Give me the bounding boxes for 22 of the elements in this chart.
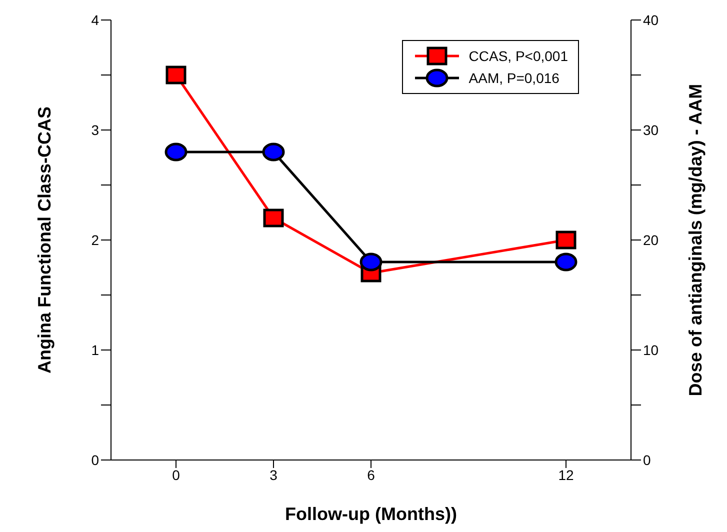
x-tick-label: 6 [367, 466, 376, 483]
point [166, 66, 186, 84]
y-tick-label: 3 [91, 122, 100, 138]
x-tick-label: 0 [172, 466, 180, 483]
y-tick-label: 2 [91, 232, 100, 248]
y-tick-label: 4 [91, 12, 100, 28]
y-tick-label: 0 [91, 452, 100, 468]
point [263, 208, 284, 228]
legend-label: CCAS, P<0,001 [468, 48, 568, 64]
x-axis-title: Follow-up (Months)) [285, 504, 457, 524]
y2-tick-label: 0 [643, 452, 651, 468]
y-tick-label: 1 [91, 342, 100, 358]
y2-axis-title: Dose of antianginals (mg/day) - AAM [685, 84, 706, 396]
point [556, 230, 576, 250]
x-tick-label: 3 [270, 466, 278, 483]
y2-tick-label: 20 [643, 232, 659, 248]
y2-tick-label: 30 [643, 122, 659, 138]
y2-tick-label: 10 [643, 342, 659, 358]
x-tick-label: 12 [558, 466, 574, 483]
y2-tick-label: 40 [643, 12, 659, 28]
legend-label: AAM, P=0,016 [468, 70, 560, 86]
y-axis-title: Angina Functional Class-CCAS [34, 106, 54, 374]
